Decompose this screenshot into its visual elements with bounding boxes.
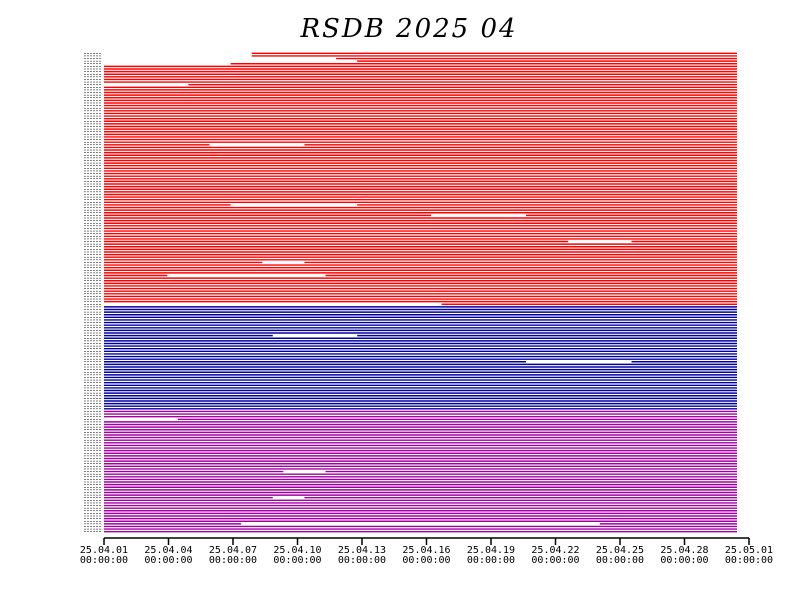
x-tick-label-8-line-0: 25.04.25 xyxy=(596,545,644,556)
x-tick-label-7-line-1: 00:00:00 xyxy=(531,555,579,566)
x-tick-label-2-line-0: 25.04.07 xyxy=(209,545,257,556)
row-labels xyxy=(84,53,101,532)
x-tick-label-5-line-1: 00:00:00 xyxy=(402,555,450,566)
x-tick-label-9-line-1: 00:00:00 xyxy=(660,555,708,566)
chart-title: RSDB 2025 04 xyxy=(299,14,517,44)
x-tick-label-9-line-0: 25.04.28 xyxy=(660,545,708,556)
x-tick-label-10-line-1: 00:00:00 xyxy=(725,555,773,566)
x-tick-label-2-line-1: 00:00:00 xyxy=(209,555,257,566)
x-tick-label-3-line-1: 00:00:00 xyxy=(273,555,321,566)
x-tick-label-5-line-0: 25.04.16 xyxy=(402,545,450,556)
x-tick-label-8-line-1: 00:00:00 xyxy=(596,555,644,566)
x-tick-label-0-line-0: 25.04.01 xyxy=(80,545,128,556)
x-tick-label-1-line-0: 25.04.04 xyxy=(144,545,192,556)
x-axis-ticks: 25.04.0100:00:0025.04.0400:00:0025.04.07… xyxy=(80,538,773,566)
series-rows xyxy=(104,52,737,533)
x-tick-label-10-line-0: 25.05.01 xyxy=(725,545,773,556)
x-tick-label-0-line-1: 00:00:00 xyxy=(80,555,128,566)
x-tick-label-6-line-0: 25.04.19 xyxy=(467,545,515,556)
x-tick-label-4-line-0: 25.04.13 xyxy=(338,545,386,556)
x-tick-label-6-line-1: 00:00:00 xyxy=(467,555,515,566)
x-tick-label-4-line-1: 00:00:00 xyxy=(338,555,386,566)
x-tick-label-1-line-1: 00:00:00 xyxy=(144,555,192,566)
x-tick-label-3-line-0: 25.04.10 xyxy=(273,545,321,556)
x-tick-label-7-line-0: 25.04.22 xyxy=(531,545,579,556)
